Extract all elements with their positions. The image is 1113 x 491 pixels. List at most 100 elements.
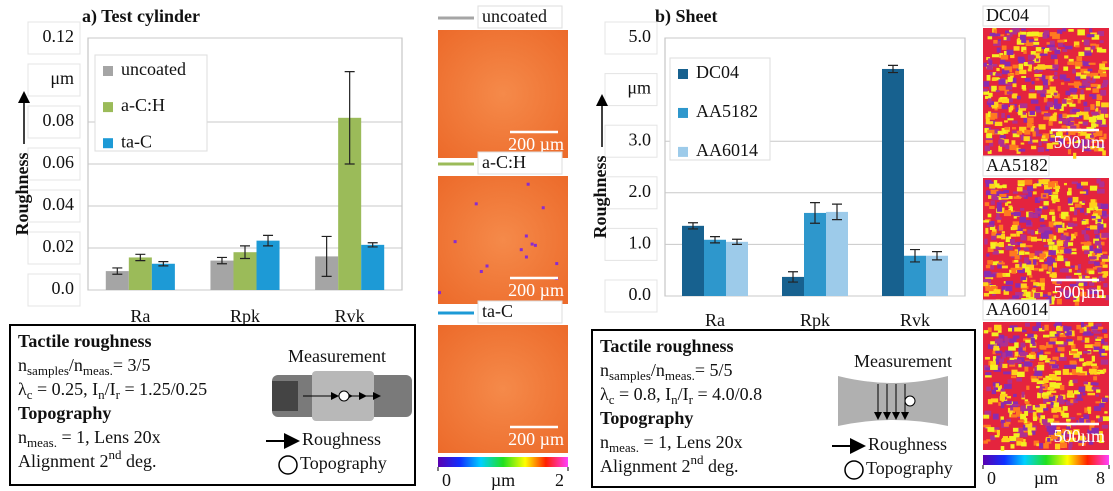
micrograph-texture xyxy=(1031,338,1035,344)
micrograph-texture xyxy=(1087,393,1095,395)
micrograph-texture xyxy=(1021,283,1027,287)
micrograph-texture xyxy=(1083,382,1088,385)
info-text: Alignment 2 xyxy=(18,451,109,471)
micrograph-texture xyxy=(985,146,990,152)
micrograph-texture xyxy=(1067,100,1073,103)
info-text: deg. xyxy=(122,451,157,471)
micrograph-texture xyxy=(1047,438,1050,442)
micrograph-texture xyxy=(1033,131,1036,136)
micrograph-texture xyxy=(1039,388,1043,393)
micrograph-texture xyxy=(1060,235,1066,240)
measurement-label: Measurement xyxy=(288,346,386,366)
x-tick-label: Rpk xyxy=(230,306,260,326)
micrograph-texture xyxy=(1084,250,1090,254)
micrograph-texture xyxy=(1000,135,1006,138)
micrograph-texture xyxy=(1089,246,1093,251)
micrograph-texture xyxy=(1039,257,1044,259)
micrograph-texture xyxy=(1024,180,1032,185)
micrograph-texture xyxy=(1075,61,1083,66)
micrograph-texture xyxy=(1031,230,1034,235)
micrograph-texture xyxy=(1058,206,1061,211)
micrograph-texture xyxy=(1004,401,1012,405)
micrograph-texture xyxy=(1001,402,1005,408)
legend-label: DC04 xyxy=(696,62,739,82)
micrograph-texture xyxy=(1019,251,1025,255)
y-axis-label: Roughness xyxy=(12,152,32,235)
micrograph-texture xyxy=(1082,230,1086,234)
micrograph-texture xyxy=(1044,325,1048,331)
micrograph-texture xyxy=(1020,243,1026,247)
micrograph-texture xyxy=(1026,386,1029,390)
micrograph-texture xyxy=(1079,86,1085,88)
micrograph-texture xyxy=(990,435,995,440)
bar xyxy=(826,212,848,296)
micrograph-texture xyxy=(527,183,530,186)
micrograph-texture xyxy=(1044,30,1049,34)
micrograph-texture xyxy=(1013,65,1018,69)
micrograph-texture xyxy=(1004,210,1011,216)
micrograph-texture xyxy=(1049,361,1055,364)
scale-label: 200 µm xyxy=(508,134,564,154)
micrograph-texture xyxy=(1075,302,1079,306)
micrograph-texture xyxy=(983,81,989,87)
micrograph-texture xyxy=(1090,104,1094,110)
micrograph-texture xyxy=(1021,38,1026,43)
micrograph-texture xyxy=(1009,145,1016,151)
micrograph-texture xyxy=(1073,379,1078,383)
micrograph-texture xyxy=(1029,93,1037,98)
info-line: Tactile roughness xyxy=(600,336,734,356)
micrograph-texture xyxy=(1016,378,1022,382)
info-line: Topography xyxy=(18,403,111,423)
micrograph-texture xyxy=(988,399,993,404)
micrograph-texture xyxy=(1030,111,1035,115)
info-sup: nd xyxy=(109,447,123,462)
micrograph-texture xyxy=(985,375,992,377)
micrograph-texture xyxy=(997,430,1000,436)
micrograph-texture xyxy=(1060,385,1064,390)
micrograph-texture xyxy=(1079,387,1085,392)
micrograph-texture xyxy=(1008,346,1016,350)
micrograph-texture xyxy=(995,33,1000,36)
micrograph-texture xyxy=(1045,65,1052,69)
micrograph-texture xyxy=(1083,121,1088,125)
micrograph-texture xyxy=(1045,149,1049,152)
micrograph-texture xyxy=(1036,134,1042,137)
micrograph-texture xyxy=(1008,328,1012,332)
micrograph-texture xyxy=(995,73,1001,76)
legend-label: a-C:H xyxy=(121,95,165,115)
micrograph-texture xyxy=(1013,191,1018,193)
micrograph-texture xyxy=(1033,259,1036,265)
micrograph-texture xyxy=(1068,198,1072,204)
micrograph-texture xyxy=(1091,112,1098,115)
micrograph-texture xyxy=(998,262,1005,264)
micrograph-texture xyxy=(1054,105,1061,109)
micrograph-texture xyxy=(1006,281,1013,285)
micrograph-texture xyxy=(986,133,992,138)
micrograph-texture xyxy=(985,202,989,206)
micrograph-texture xyxy=(1010,444,1014,448)
micrograph-texture xyxy=(1004,127,1009,130)
micrograph-texture xyxy=(985,357,990,360)
micrograph-texture xyxy=(1048,182,1055,188)
micrograph-texture xyxy=(1042,206,1047,209)
micrograph-texture xyxy=(1074,273,1081,275)
micrograph-texture xyxy=(1049,374,1055,378)
micrograph-texture xyxy=(1062,268,1069,272)
micrograph-texture xyxy=(480,270,483,273)
micrograph-texture xyxy=(1059,121,1063,123)
micrograph-texture xyxy=(1036,239,1042,241)
micrograph-texture xyxy=(1091,382,1096,385)
micrograph-texture xyxy=(1020,234,1026,240)
micrograph-texture xyxy=(1012,225,1018,230)
micrograph-texture xyxy=(1004,120,1008,122)
micrograph-texture xyxy=(1067,390,1073,396)
micrograph-texture xyxy=(1028,69,1032,72)
micrograph-texture xyxy=(1100,90,1106,96)
micrograph-texture xyxy=(1053,262,1057,267)
micrograph-texture xyxy=(1038,147,1044,152)
micrograph-texture xyxy=(1047,42,1050,45)
micrograph-texture xyxy=(1021,143,1025,145)
micrograph-texture xyxy=(1060,353,1064,357)
device-part xyxy=(272,381,298,411)
info-sub: meas. xyxy=(27,435,57,450)
